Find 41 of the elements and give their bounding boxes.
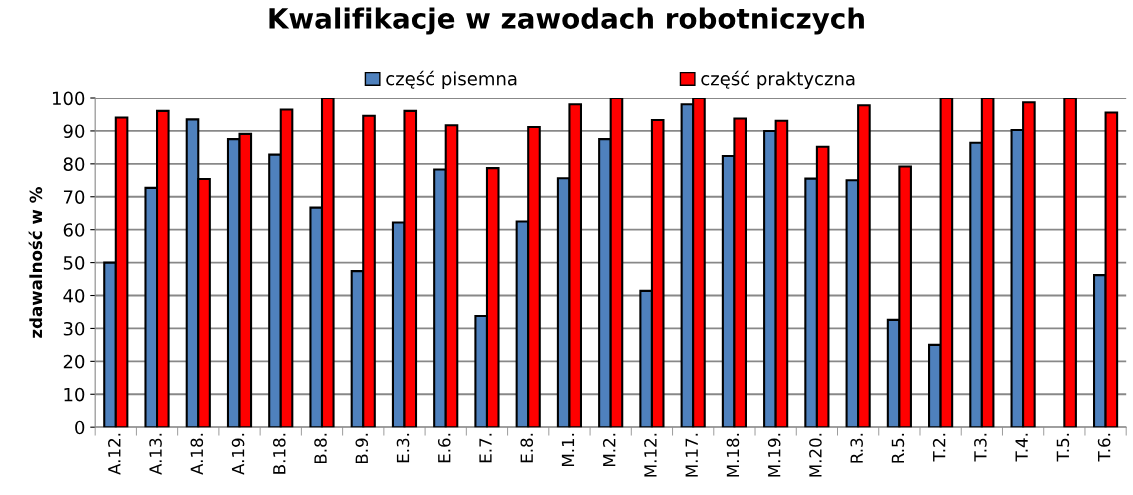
x-tick-label: R.3. <box>850 433 863 463</box>
x-tick-label: M.1. <box>561 433 575 466</box>
x-tick-label: A.19. <box>231 433 245 475</box>
x-tick-label: E.6. <box>437 433 451 463</box>
x-tick-label: A.13. <box>149 433 162 475</box>
x-tick-label: M.20. <box>809 433 822 477</box>
y-tick-label: 100 <box>52 91 85 106</box>
x-tick-label: M.19. <box>767 433 781 477</box>
y-axis-title: zdawalność w % <box>28 187 43 338</box>
x-tick-label: T.3. <box>974 433 987 462</box>
chart-title: Kwalifikacje w zawodach robotniczych <box>269 7 864 35</box>
y-tick-label: 60 <box>63 223 85 237</box>
x-tick-label: M.2. <box>602 433 616 466</box>
legend-label: część pisemna <box>386 70 517 89</box>
x-tick-label: R.5. <box>891 433 905 463</box>
x-tick-label: E.3. <box>396 433 410 463</box>
x-tick-label: T.5. <box>1056 433 1070 462</box>
x-tick-label: B.18. <box>272 433 286 474</box>
x-tick-label: T.2. <box>932 433 946 462</box>
x-tick-label: A.12. <box>108 433 121 475</box>
y-tick-label: 10 <box>64 387 85 402</box>
x-tick-label: T.6. <box>1097 433 1111 462</box>
y-tick-label: 40 <box>63 288 85 303</box>
x-tick-label: E.8. <box>520 433 534 463</box>
x-tick-label: B.8. <box>314 433 327 464</box>
y-tick-label: 0 <box>75 420 85 435</box>
y-tick-label: 50 <box>63 256 85 270</box>
x-tick-label: E.7. <box>479 433 492 463</box>
x-tick-label: M.12. <box>644 433 657 477</box>
x-tick-label: T.4. <box>1015 433 1028 462</box>
y-tick-label: 90 <box>63 124 85 139</box>
x-tick-label: M.18. <box>726 433 740 477</box>
y-tick-label: 70 <box>63 190 85 204</box>
bar <box>1063 98 1077 428</box>
x-tick-label: M.17. <box>685 433 698 477</box>
y-tick-label: 30 <box>63 321 85 336</box>
x-tick-label: B.9. <box>355 433 369 464</box>
y-tick-label: 80 <box>63 157 85 171</box>
x-tick-label: A.18. <box>190 433 204 475</box>
y-tick-label: 20 <box>63 354 85 369</box>
legend-label: część praktyczna <box>701 70 855 89</box>
